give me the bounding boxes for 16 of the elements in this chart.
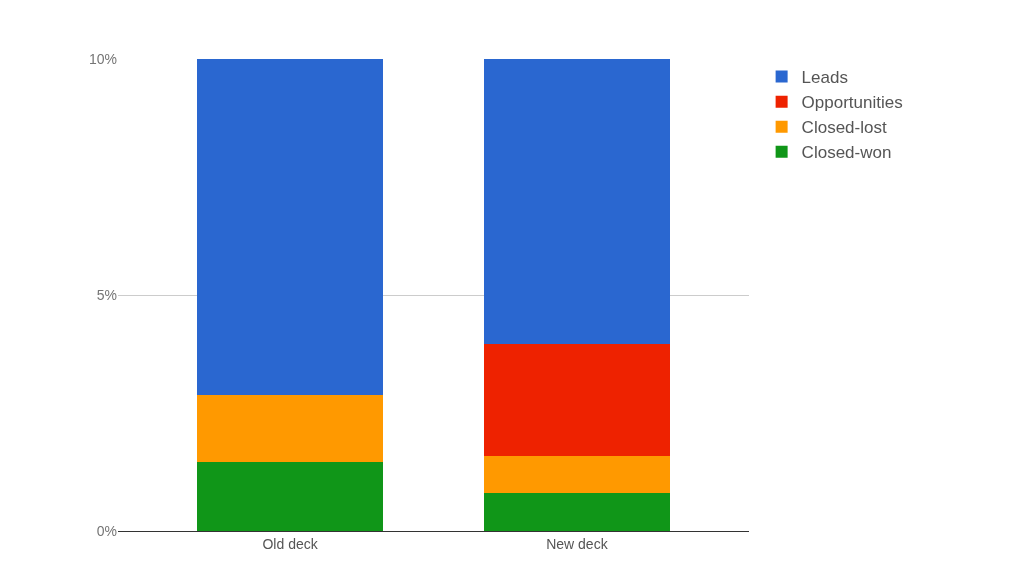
- legend-label: Leads: [801, 68, 848, 88]
- y-tick-label: 0%: [96, 522, 117, 539]
- legend-label: Opportunities: [801, 93, 903, 113]
- bar: [196, 395, 384, 463]
- y-tick-label: 5%: [96, 286, 117, 303]
- y-tick-label: 10%: [88, 50, 117, 67]
- x-tick-label: Old deck: [262, 535, 319, 552]
- bar: [483, 59, 671, 345]
- legend-label: Closed-lost: [801, 118, 887, 138]
- bar: [196, 462, 384, 531]
- x-tick-label: New deck: [546, 535, 609, 552]
- bar: [196, 59, 384, 396]
- bar: [483, 455, 671, 494]
- bar: [483, 493, 671, 531]
- legend-label: Closed-won: [801, 143, 892, 163]
- bar: [483, 344, 671, 456]
